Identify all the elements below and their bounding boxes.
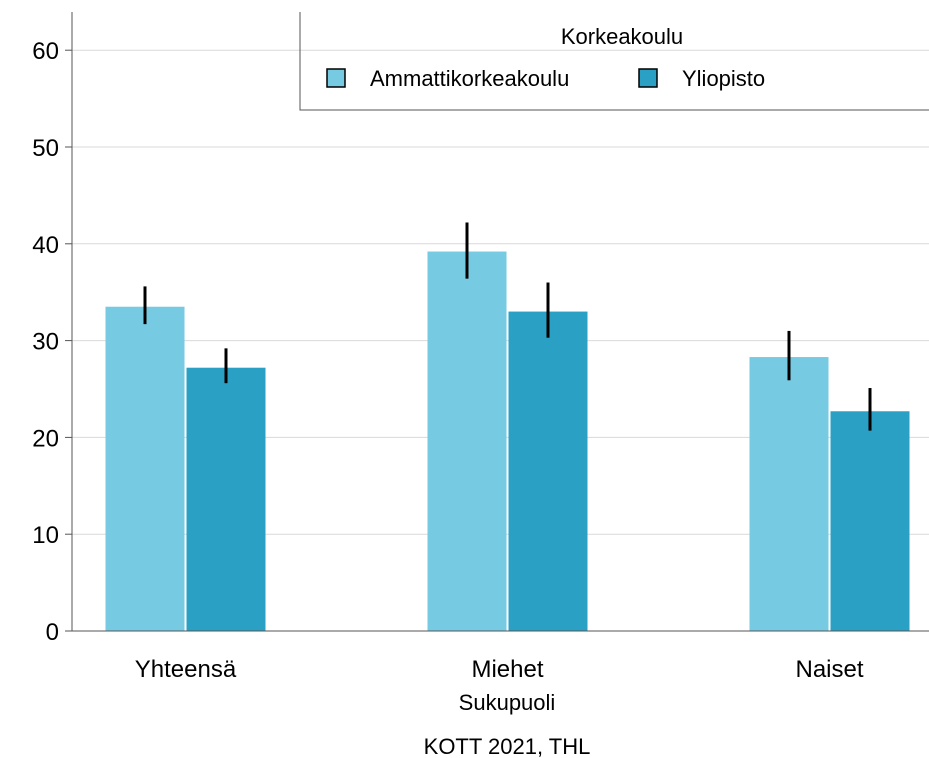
error-bars (143, 222, 872, 431)
bars (105, 251, 910, 631)
y-tick-label: 50 (32, 135, 59, 162)
y-tick-label: 60 (32, 38, 59, 65)
x-tick-label-yhteensa: Yhteensä (135, 656, 237, 683)
legend-title: Korkeakoulu (561, 24, 683, 49)
legend-label-ammattikorkeakoulu: Ammattikorkeakoulu (370, 66, 569, 91)
legend-label-yliopisto: Yliopisto (682, 66, 765, 91)
legend-swatch-yliopisto (638, 68, 658, 88)
y-tick-label: 40 (32, 232, 59, 259)
x-axis-label: Sukupuoli (459, 690, 556, 715)
bar-yhteensa-yliopisto (186, 367, 266, 631)
bar-miehet-ammattikorkeakoulu (427, 251, 507, 631)
bar-miehet-yliopisto (508, 311, 588, 631)
legend-items: Ammattikorkeakoulu Yliopisto (326, 66, 765, 91)
legend: Korkeakoulu Ammattikorkeakoulu Yliopisto (299, 12, 929, 111)
chart-caption: KOTT 2021, THL (424, 734, 591, 758)
y-tick-label: 30 (32, 329, 59, 356)
y-tick-label: 0 (46, 619, 59, 646)
x-tick-label-naiset: Naiset (795, 656, 863, 683)
bar-naiset-ammattikorkeakoulu (749, 357, 829, 631)
x-tick-label-miehet: Miehet (471, 656, 543, 683)
axes: 0 10 20 30 40 50 60 Yhteensä Miehet Naiset (32, 12, 929, 683)
y-tick-label: 10 (32, 522, 59, 549)
bar-yhteensa-ammattikorkeakoulu (105, 306, 185, 631)
legend-swatch-ammattikorkeakoulu (326, 68, 346, 88)
bar-naiset-yliopisto (830, 411, 910, 631)
legend-box (299, 12, 929, 111)
y-tick-label: 20 (32, 425, 59, 452)
